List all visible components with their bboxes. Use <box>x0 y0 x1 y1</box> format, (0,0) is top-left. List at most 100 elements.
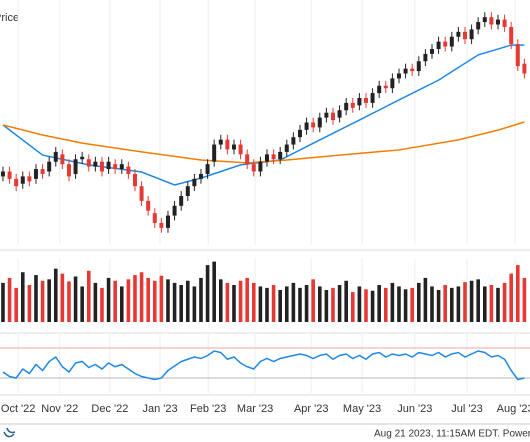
candle-body <box>132 173 137 187</box>
volume-bar <box>324 290 329 322</box>
candle-body <box>278 151 283 160</box>
volume-bar <box>7 277 12 322</box>
volume-bar <box>225 282 230 322</box>
volume-bar <box>212 261 216 322</box>
candle-body <box>489 17 494 25</box>
volume-bar <box>265 287 269 322</box>
candle-body <box>390 78 395 89</box>
moving-average <box>2 44 525 186</box>
candle-body <box>185 186 190 196</box>
candle-body <box>291 137 296 145</box>
candle-body <box>245 154 250 165</box>
candle-body <box>179 196 184 206</box>
x-tick-label: Jan '23 <box>142 403 177 415</box>
candle-body <box>304 122 309 130</box>
candle-body <box>192 178 197 187</box>
volume-bar <box>53 268 58 322</box>
volume-bar <box>251 282 256 322</box>
volume-bar <box>463 282 467 322</box>
candle-body <box>396 73 401 79</box>
volume-bar <box>449 287 454 322</box>
candle-body <box>198 173 203 179</box>
volume-bar <box>377 285 381 322</box>
volume-bar <box>410 287 414 322</box>
x-tick-label: Nov '22 <box>41 403 78 415</box>
volume-bar <box>126 279 131 322</box>
candle-body <box>172 205 177 216</box>
candle-body <box>416 61 421 72</box>
candle-body <box>423 53 428 62</box>
candle-body <box>502 19 507 27</box>
chart-title: Price <box>0 12 19 24</box>
volume-bar <box>199 277 203 322</box>
volume-bar <box>443 285 447 322</box>
candle-body <box>7 171 12 179</box>
candle-body <box>357 98 362 106</box>
logo <box>3 427 16 438</box>
volume-bar <box>185 280 190 322</box>
volume-bar <box>416 282 421 322</box>
volume-bar <box>383 287 388 322</box>
volume-bar <box>192 286 197 322</box>
volume-bar <box>423 277 428 322</box>
volume-bar <box>159 275 164 322</box>
candle-body <box>152 213 157 223</box>
candle-body <box>205 164 210 174</box>
candle-body <box>410 68 415 72</box>
moving-average <box>2 121 525 164</box>
candle-body <box>20 176 25 184</box>
candle-body <box>212 144 217 162</box>
volume-bar <box>304 285 309 322</box>
candle-body <box>377 85 382 94</box>
volume-bar <box>67 281 71 322</box>
candle-body <box>165 215 170 228</box>
candle-body <box>238 144 243 155</box>
volume-bar <box>205 265 210 322</box>
candle-body <box>403 68 408 74</box>
volume-bar <box>482 286 487 322</box>
volume-bar <box>34 275 38 322</box>
candle-body <box>126 166 131 174</box>
candle-body <box>284 144 289 152</box>
candle-body <box>515 44 520 67</box>
candle-body <box>330 112 335 121</box>
volume-bar <box>113 280 117 322</box>
candle-body <box>146 200 151 211</box>
volume-bar <box>476 279 480 322</box>
x-tick-label: Feb '23 <box>190 403 226 415</box>
volume-bar <box>370 290 375 322</box>
volume-bar <box>430 286 434 322</box>
volume-bar <box>218 279 223 322</box>
volume-bar <box>152 280 157 322</box>
candle-body <box>297 129 302 138</box>
volume-bar <box>502 282 507 322</box>
volume-bar <box>496 287 500 322</box>
candle-body <box>383 85 388 89</box>
candle-body <box>271 154 276 160</box>
candle-body <box>264 154 269 162</box>
candle-body <box>119 164 124 170</box>
candle-body <box>60 154 65 165</box>
volume-bar <box>271 285 276 322</box>
volume-bar <box>403 289 408 322</box>
rsi-line <box>2 350 525 381</box>
candle-body <box>311 122 316 128</box>
volume-bar <box>344 280 348 322</box>
candle-body <box>522 63 527 74</box>
volume-bar <box>86 270 91 322</box>
candle-body <box>324 112 329 118</box>
x-tick-label: Dec '22 <box>91 403 128 415</box>
candle-body <box>370 93 375 103</box>
candle-body <box>449 36 454 47</box>
candle-body <box>363 98 368 103</box>
volume-bar <box>317 286 322 322</box>
volume-bar <box>245 277 249 322</box>
candle-body <box>27 176 32 182</box>
volume-bar <box>298 287 302 322</box>
candle-body <box>66 164 71 177</box>
volume-bar <box>509 273 513 322</box>
volume-bar <box>93 282 98 322</box>
volume-bar <box>60 273 65 322</box>
volume-bar <box>364 289 368 322</box>
